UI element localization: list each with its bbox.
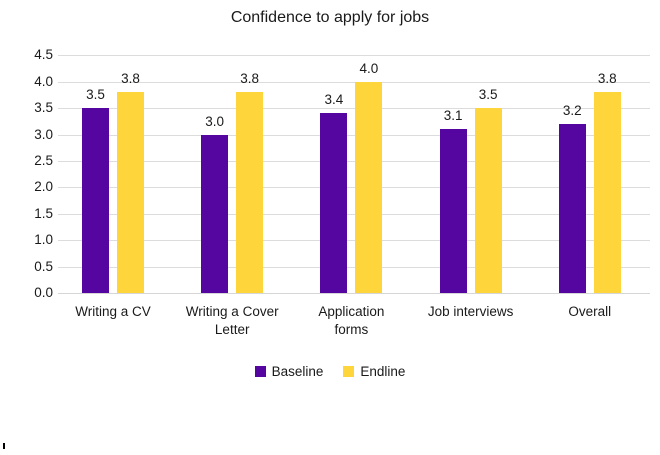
gridline [58, 266, 650, 268]
y-tick-label: 2.5 [34, 153, 53, 168]
gridline [58, 213, 650, 215]
y-tick-label: 4.5 [34, 47, 53, 63]
x-category-label: Overall [568, 304, 612, 319]
bar-endline-4 [593, 92, 621, 293]
gridline [58, 134, 650, 136]
bar-endline-0 [117, 92, 144, 293]
bar-baseline-0 [82, 108, 109, 293]
y-tick-label: 4.0 [34, 73, 53, 89]
bar-value-label: 3.4 [324, 92, 344, 108]
x-category-label: Application forms [318, 304, 385, 337]
y-tick-label: 1.5 [34, 205, 53, 221]
bar-baseline-2 [320, 113, 348, 293]
bar-value-label: 3.2 [562, 103, 582, 119]
legend-item-baseline: Baseline [254, 364, 324, 379]
bar-value-label: 3.8 [240, 71, 260, 87]
bar-baseline-3 [439, 129, 467, 293]
y-tick-label: 1.0 [34, 232, 53, 248]
bar-value-label: 3.1 [443, 108, 463, 124]
gridline [58, 187, 650, 189]
bar-value-label: 4.0 [359, 60, 379, 76]
x-category-label: Writing a Cover Letter [185, 304, 279, 337]
bar-value-label: 3.8 [121, 71, 140, 87]
legend-label: Endline [360, 364, 406, 379]
corner-artifact-mark [3, 443, 5, 449]
legend-swatch-endline [343, 366, 355, 377]
legend-swatch-baseline [254, 366, 266, 377]
chart-title: Confidence to apply for jobs [230, 9, 430, 26]
y-tick-label: 3.5 [34, 100, 53, 116]
y-tick-label: 3.0 [34, 126, 53, 142]
x-category-label: Writing a CV [75, 304, 151, 319]
legend: Baseline Endline [0, 364, 660, 379]
y-tick-label: 2.0 [34, 179, 53, 195]
legend-item-endline: Endline [343, 364, 405, 379]
x-category-label: Job interviews [427, 304, 514, 319]
bar-endline-2 [355, 81, 383, 293]
bar-baseline-1 [201, 134, 229, 293]
gridline [58, 240, 650, 242]
bar-value-label: 3.5 [86, 87, 105, 103]
bar-value-label: 3.8 [597, 71, 617, 87]
gridline [58, 55, 650, 57]
bar-endline-3 [474, 108, 502, 293]
legend-label: Baseline [271, 364, 324, 379]
gridline [58, 293, 650, 294]
bar-value-label: 3.5 [478, 87, 498, 103]
bar-baseline-4 [558, 124, 586, 293]
gridline [58, 161, 650, 162]
gridline [58, 108, 650, 110]
y-tick-label: 0.0 [34, 285, 53, 300]
gridline [58, 81, 650, 83]
bar-endline-1 [236, 92, 264, 293]
y-tick-label: 0.5 [34, 258, 53, 274]
bar-value-label: 3.0 [205, 113, 225, 129]
